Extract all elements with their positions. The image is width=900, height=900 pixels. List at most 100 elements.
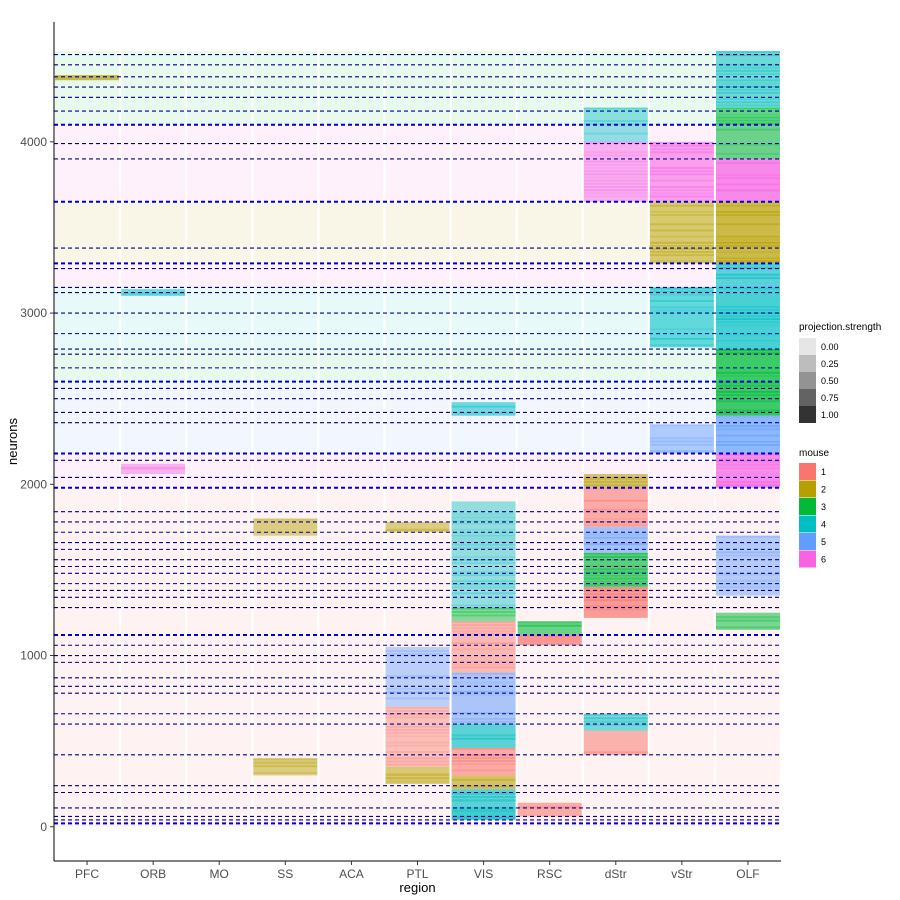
heatmap-stripe bbox=[451, 537, 516, 540]
legend-key-swatch bbox=[799, 355, 816, 372]
heatmap-block-vStr bbox=[649, 201, 714, 264]
legend-key-swatch bbox=[799, 406, 816, 423]
heatmap-stripe bbox=[385, 716, 450, 719]
heatmap-stripe bbox=[649, 148, 714, 151]
heatmap-stripe bbox=[583, 751, 648, 754]
heatmap-stripe bbox=[715, 554, 780, 557]
legend-key-swatch bbox=[799, 533, 816, 550]
heatmap-stripe bbox=[451, 528, 516, 531]
heatmap-section-dStr bbox=[583, 124, 648, 202]
legend-title: mouse bbox=[799, 448, 829, 459]
heatmap-block-vStr bbox=[649, 287, 714, 348]
heatmap-stripe bbox=[583, 192, 648, 195]
heatmap-stripe bbox=[649, 229, 714, 232]
heatmap-stripe bbox=[385, 650, 450, 653]
heatmap-section-VIS bbox=[451, 201, 516, 264]
heatmap-stripe bbox=[451, 720, 516, 723]
heatmap-block-RSC bbox=[517, 802, 582, 817]
heatmap-stripe bbox=[649, 254, 714, 257]
heatmap-section-vStr bbox=[649, 51, 714, 125]
heatmap-section-vStr bbox=[649, 453, 714, 488]
heatmap-section-PFC bbox=[55, 634, 120, 827]
heatmap-stripe bbox=[517, 624, 582, 627]
heatmap-stripe bbox=[385, 710, 450, 712]
heatmap-stripe bbox=[451, 747, 516, 750]
heatmap-stripe bbox=[451, 663, 516, 666]
heatmap-stripe bbox=[583, 593, 648, 596]
heatmap-section-PTL bbox=[385, 487, 450, 635]
heatmap-section-vStr bbox=[649, 634, 714, 827]
heatmap-stripe bbox=[715, 394, 780, 396]
heatmap-block-PTL bbox=[385, 766, 450, 784]
heatmap-stripe bbox=[385, 763, 450, 766]
heatmap-stripe bbox=[583, 173, 648, 176]
heatmap-stripe bbox=[715, 79, 780, 82]
heatmap-section-PTL bbox=[385, 634, 450, 827]
x-tick-label-MO: MO bbox=[210, 867, 229, 881]
heatmap-stripe bbox=[715, 626, 780, 629]
heatmap-section-MO bbox=[187, 453, 252, 488]
heatmap-stripe bbox=[715, 91, 780, 94]
heatmap-stripe bbox=[715, 128, 780, 131]
legend-mouse: mouse 1 2 3 4 5 6 bbox=[799, 448, 829, 568]
heatmap-stripe bbox=[385, 687, 450, 690]
heatmap-stripe bbox=[715, 409, 780, 412]
heatmap-stripe bbox=[385, 713, 450, 716]
heatmap-stripe bbox=[715, 321, 780, 324]
heatmap-stripe bbox=[583, 587, 648, 589]
cluster-lines bbox=[54, 53, 781, 825]
heatmap-stripe bbox=[253, 765, 318, 768]
heatmap-block-SS bbox=[253, 758, 318, 776]
heatmap-stripe bbox=[715, 384, 780, 387]
heatmap-stripe bbox=[649, 235, 714, 238]
heatmap-stripe bbox=[715, 54, 780, 57]
heatmap-stripe bbox=[253, 761, 318, 764]
heatmap-stripe bbox=[649, 214, 714, 216]
heatmap-stripe bbox=[649, 244, 714, 247]
heatmap-stripe bbox=[715, 308, 780, 311]
heatmap-stripe bbox=[451, 630, 516, 633]
heatmap-section-PFC bbox=[55, 381, 120, 454]
legend-key-swatch bbox=[799, 338, 816, 355]
heatmap-stripe bbox=[649, 204, 714, 207]
heatmap-stripe bbox=[715, 428, 780, 431]
heatmap-stripe bbox=[715, 397, 780, 400]
heatmap-stripe bbox=[715, 244, 780, 247]
heatmap-stripe bbox=[715, 260, 780, 263]
heatmap-stripe bbox=[715, 277, 780, 280]
legend-key-swatch bbox=[799, 515, 816, 533]
heatmap-section-dStr bbox=[583, 51, 648, 125]
heatmap-block-OLF bbox=[715, 415, 780, 454]
heatmap-stripe bbox=[649, 195, 714, 198]
heatmap-stripe bbox=[451, 681, 516, 684]
heatmap-section-RSC bbox=[517, 634, 582, 827]
heatmap-stripe bbox=[715, 573, 780, 576]
heatmap-stripe bbox=[451, 809, 516, 812]
heatmap-stripe bbox=[451, 734, 516, 737]
heatmap-block-OLF bbox=[715, 107, 780, 159]
heatmap-section-VIS bbox=[451, 287, 516, 350]
heatmap-cells bbox=[55, 51, 780, 827]
legend-key-label: 6 bbox=[821, 555, 826, 565]
heatmap-stripe bbox=[451, 513, 516, 516]
heatmap-block-ORB bbox=[121, 463, 186, 475]
heatmap-stripe bbox=[649, 424, 714, 427]
x-tick-label-OLF: OLF bbox=[736, 867, 759, 881]
heatmap-section-MO bbox=[187, 51, 252, 125]
heatmap-section-RSC bbox=[517, 201, 582, 264]
heatmap-stripe bbox=[715, 241, 780, 244]
heatmap-block-VIS bbox=[451, 607, 516, 622]
heatmap-section-SS bbox=[253, 487, 318, 635]
heatmap-stripe bbox=[583, 717, 648, 720]
heatmap-stripe bbox=[649, 186, 714, 188]
heatmap-stripe bbox=[715, 586, 780, 589]
heatmap-stripe bbox=[451, 583, 516, 586]
heatmap-stripe bbox=[583, 167, 648, 169]
heatmap-section-PTL bbox=[385, 124, 450, 202]
heatmap-stripe bbox=[451, 763, 516, 766]
x-tick-label-ORB: ORB bbox=[140, 867, 166, 881]
heatmap-stripe bbox=[715, 535, 780, 538]
heatmap-stripe bbox=[715, 434, 780, 437]
heatmap-section-vStr bbox=[649, 263, 714, 288]
heatmap-section-dStr bbox=[583, 263, 648, 288]
